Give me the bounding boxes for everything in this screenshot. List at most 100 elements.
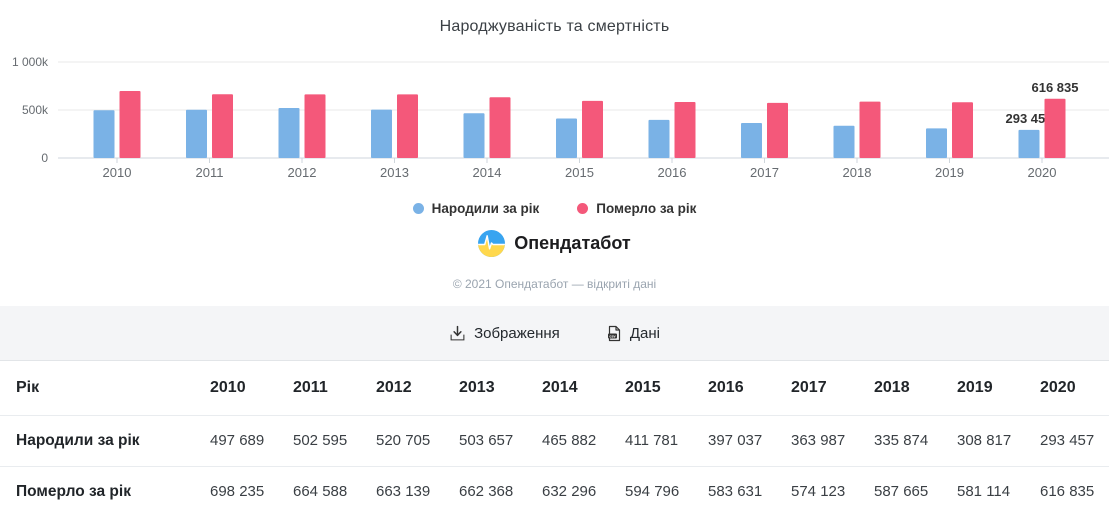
year-header-2010: 2010: [210, 361, 293, 416]
cell-row1-2015: 594 796: [625, 466, 708, 510]
bar-Померло за рік-2016[interactable]: [674, 101, 696, 158]
cell-row1-2013: 662 368: [459, 466, 542, 510]
legend-label-died: Померло за рік: [596, 201, 697, 216]
cell-row1-2018: 587 665: [874, 466, 957, 510]
x-axis-category-label: 2017: [750, 165, 779, 180]
download-image-label: Зображення: [474, 324, 560, 342]
cell-row1-2016: 583 631: [708, 466, 791, 510]
cell-row1-2019: 581 114: [957, 466, 1040, 510]
year-header-2020: 2020: [1040, 361, 1109, 416]
year-header-2019: 2019: [957, 361, 1040, 416]
year-header-2014: 2014: [542, 361, 625, 416]
year-header-2015: 2015: [625, 361, 708, 416]
x-axis-category-label: 2020: [1028, 165, 1057, 180]
bar-Померло за рік-2020[interactable]: [1044, 98, 1066, 158]
bar-Народили за рік-2014[interactable]: [463, 113, 485, 158]
cell-row0-2017: 363 987: [791, 415, 874, 467]
data-table: Рік 2010 2011 2012 2013 2014 2015 2016 2017 2018 2…: [0, 361, 1109, 510]
cell-row1-2011: 664 588: [293, 466, 376, 510]
legend-marker-born-icon: [412, 203, 424, 214]
opendatabot-logo-icon: [478, 230, 506, 257]
y-axis-tick-label: 0: [41, 151, 48, 165]
data-table-section: Рік 2010 2011 2012 2013 2014 2015 2016 2017 2018 2…: [0, 361, 1109, 510]
bar-Померло за рік-2018[interactable]: [859, 101, 881, 158]
x-axis-category-label: 2011: [196, 165, 224, 180]
cell-row0-2020: 293 457: [1040, 415, 1109, 467]
row-label-1: Померло за рік: [0, 466, 210, 510]
bar-Померло за рік-2019[interactable]: [952, 102, 973, 158]
year-header-2011: 2011: [293, 361, 376, 416]
bar-Народили за рік-2011[interactable]: [186, 109, 207, 158]
chart-title: Народжуваність та смертність: [439, 18, 670, 35]
bar-Померло за рік-2014[interactable]: [489, 97, 511, 158]
x-axis-category-label: 2010: [103, 165, 132, 180]
data-label-2020: 616 835: [1032, 80, 1079, 95]
bar-chart: 1 000k 500k 0 2010 2011 2012 2013 2014 2015 2016 2…: [12, 55, 1109, 180]
bar-Народили за рік-2015[interactable]: [556, 118, 577, 158]
bar-Народили за рік-2013[interactable]: [371, 109, 392, 158]
cell-row0-2019: 308 817: [957, 415, 1040, 467]
actions-bar: Зображення csv Дані: [0, 306, 1109, 361]
x-axis-category-label: 2013: [380, 165, 409, 180]
x-axis-category-label: 2012: [288, 165, 317, 180]
year-header-2013: 2013: [459, 361, 542, 416]
cell-row1-2020: 616 835: [1040, 466, 1109, 510]
x-axis-category-label: 2016: [658, 165, 687, 180]
legend-marker-died-icon: [577, 203, 589, 214]
row-label-0: Народили за рік: [0, 415, 210, 467]
x-axis-category-label: 2019: [935, 165, 964, 180]
bar-Померло за рік-2012[interactable]: [304, 94, 326, 158]
bar-Померло за рік-2013[interactable]: [397, 94, 418, 158]
legend-item-born[interactable]: Народили за рік: [412, 201, 540, 216]
cell-row1-2010: 698 235: [210, 466, 293, 510]
download-icon: [450, 325, 465, 340]
table-row-0: Народили за рік 497 689 502 595 520 705 503 …: [0, 415, 1109, 467]
bar-Народили за рік-2020[interactable]: [1018, 129, 1040, 158]
cell-row0-2013: 503 657: [459, 415, 542, 467]
bar-Народили за рік-2017[interactable]: [741, 123, 762, 158]
year-header-2012: 2012: [376, 361, 459, 416]
y-axis-tick-label: 1 000k: [12, 55, 49, 69]
bar-Померло за рік-2015[interactable]: [582, 100, 603, 158]
bar-Померло за рік-2010[interactable]: [119, 90, 141, 158]
download-data-label: Дані: [629, 324, 660, 342]
table-header-year-label: Рік: [0, 361, 210, 416]
table-header-row: Рік 2010 2011 2012 2013 2014 2015 2016 2017 2018 2…: [0, 361, 1109, 416]
bar-Померло за рік-2017[interactable]: [767, 102, 788, 158]
bar-Народили за рік-2016[interactable]: [648, 119, 670, 158]
cell-row1-2017: 574 123: [791, 466, 874, 510]
logo-text: Опендатабот: [514, 233, 631, 253]
year-header-2016: 2016: [708, 361, 791, 416]
bar-Народили за рік-2012[interactable]: [278, 108, 300, 158]
table-row-1: Померло за рік 698 235 664 588 663 139 662 3…: [0, 466, 1109, 510]
cell-row0-2012: 520 705: [376, 415, 459, 467]
x-axis-category-label: 2015: [565, 165, 594, 180]
bar-Померло за рік-2011[interactable]: [212, 94, 233, 158]
cell-row0-2011: 502 595: [293, 415, 376, 467]
x-axis-category-label: 2018: [843, 165, 872, 180]
chart-legend: Народили за рік Померло за рік: [0, 201, 1109, 216]
legend-item-died[interactable]: Померло за рік: [577, 201, 696, 216]
data-label-2020: 293 457: [1006, 111, 1053, 126]
bar-Народили за рік-2019[interactable]: [926, 128, 947, 158]
year-header-2017: 2017: [791, 361, 874, 416]
bar-Народили за рік-2010[interactable]: [93, 110, 115, 158]
download-data-button[interactable]: csv Дані: [606, 325, 660, 342]
cell-row0-2016: 397 037: [708, 415, 791, 467]
svg-text:csv: csv: [609, 334, 616, 338]
bar-Народили за рік-2018[interactable]: [833, 125, 855, 158]
x-axis-category-label: 2014: [473, 165, 502, 180]
chart-card: Народжуваність та смертність 1 000k 500k 0…: [0, 18, 1109, 291]
opendatabot-logo[interactable]: Опендатабот: [0, 230, 1109, 257]
legend-label-born: Народили за рік: [431, 201, 540, 216]
download-image-button[interactable]: Зображення: [449, 325, 560, 342]
y-axis-tick-label: 500k: [22, 103, 49, 117]
cell-row0-2018: 335 874: [874, 415, 957, 467]
csv-file-icon: csv: [607, 325, 620, 341]
copyright-text: © 2021 Опендатабот — відкриті дані: [452, 277, 657, 291]
year-header-2018: 2018: [874, 361, 957, 416]
cell-row0-2014: 465 882: [542, 415, 625, 467]
cell-row0-2015: 411 781: [625, 415, 708, 467]
cell-row1-2014: 632 296: [542, 466, 625, 510]
